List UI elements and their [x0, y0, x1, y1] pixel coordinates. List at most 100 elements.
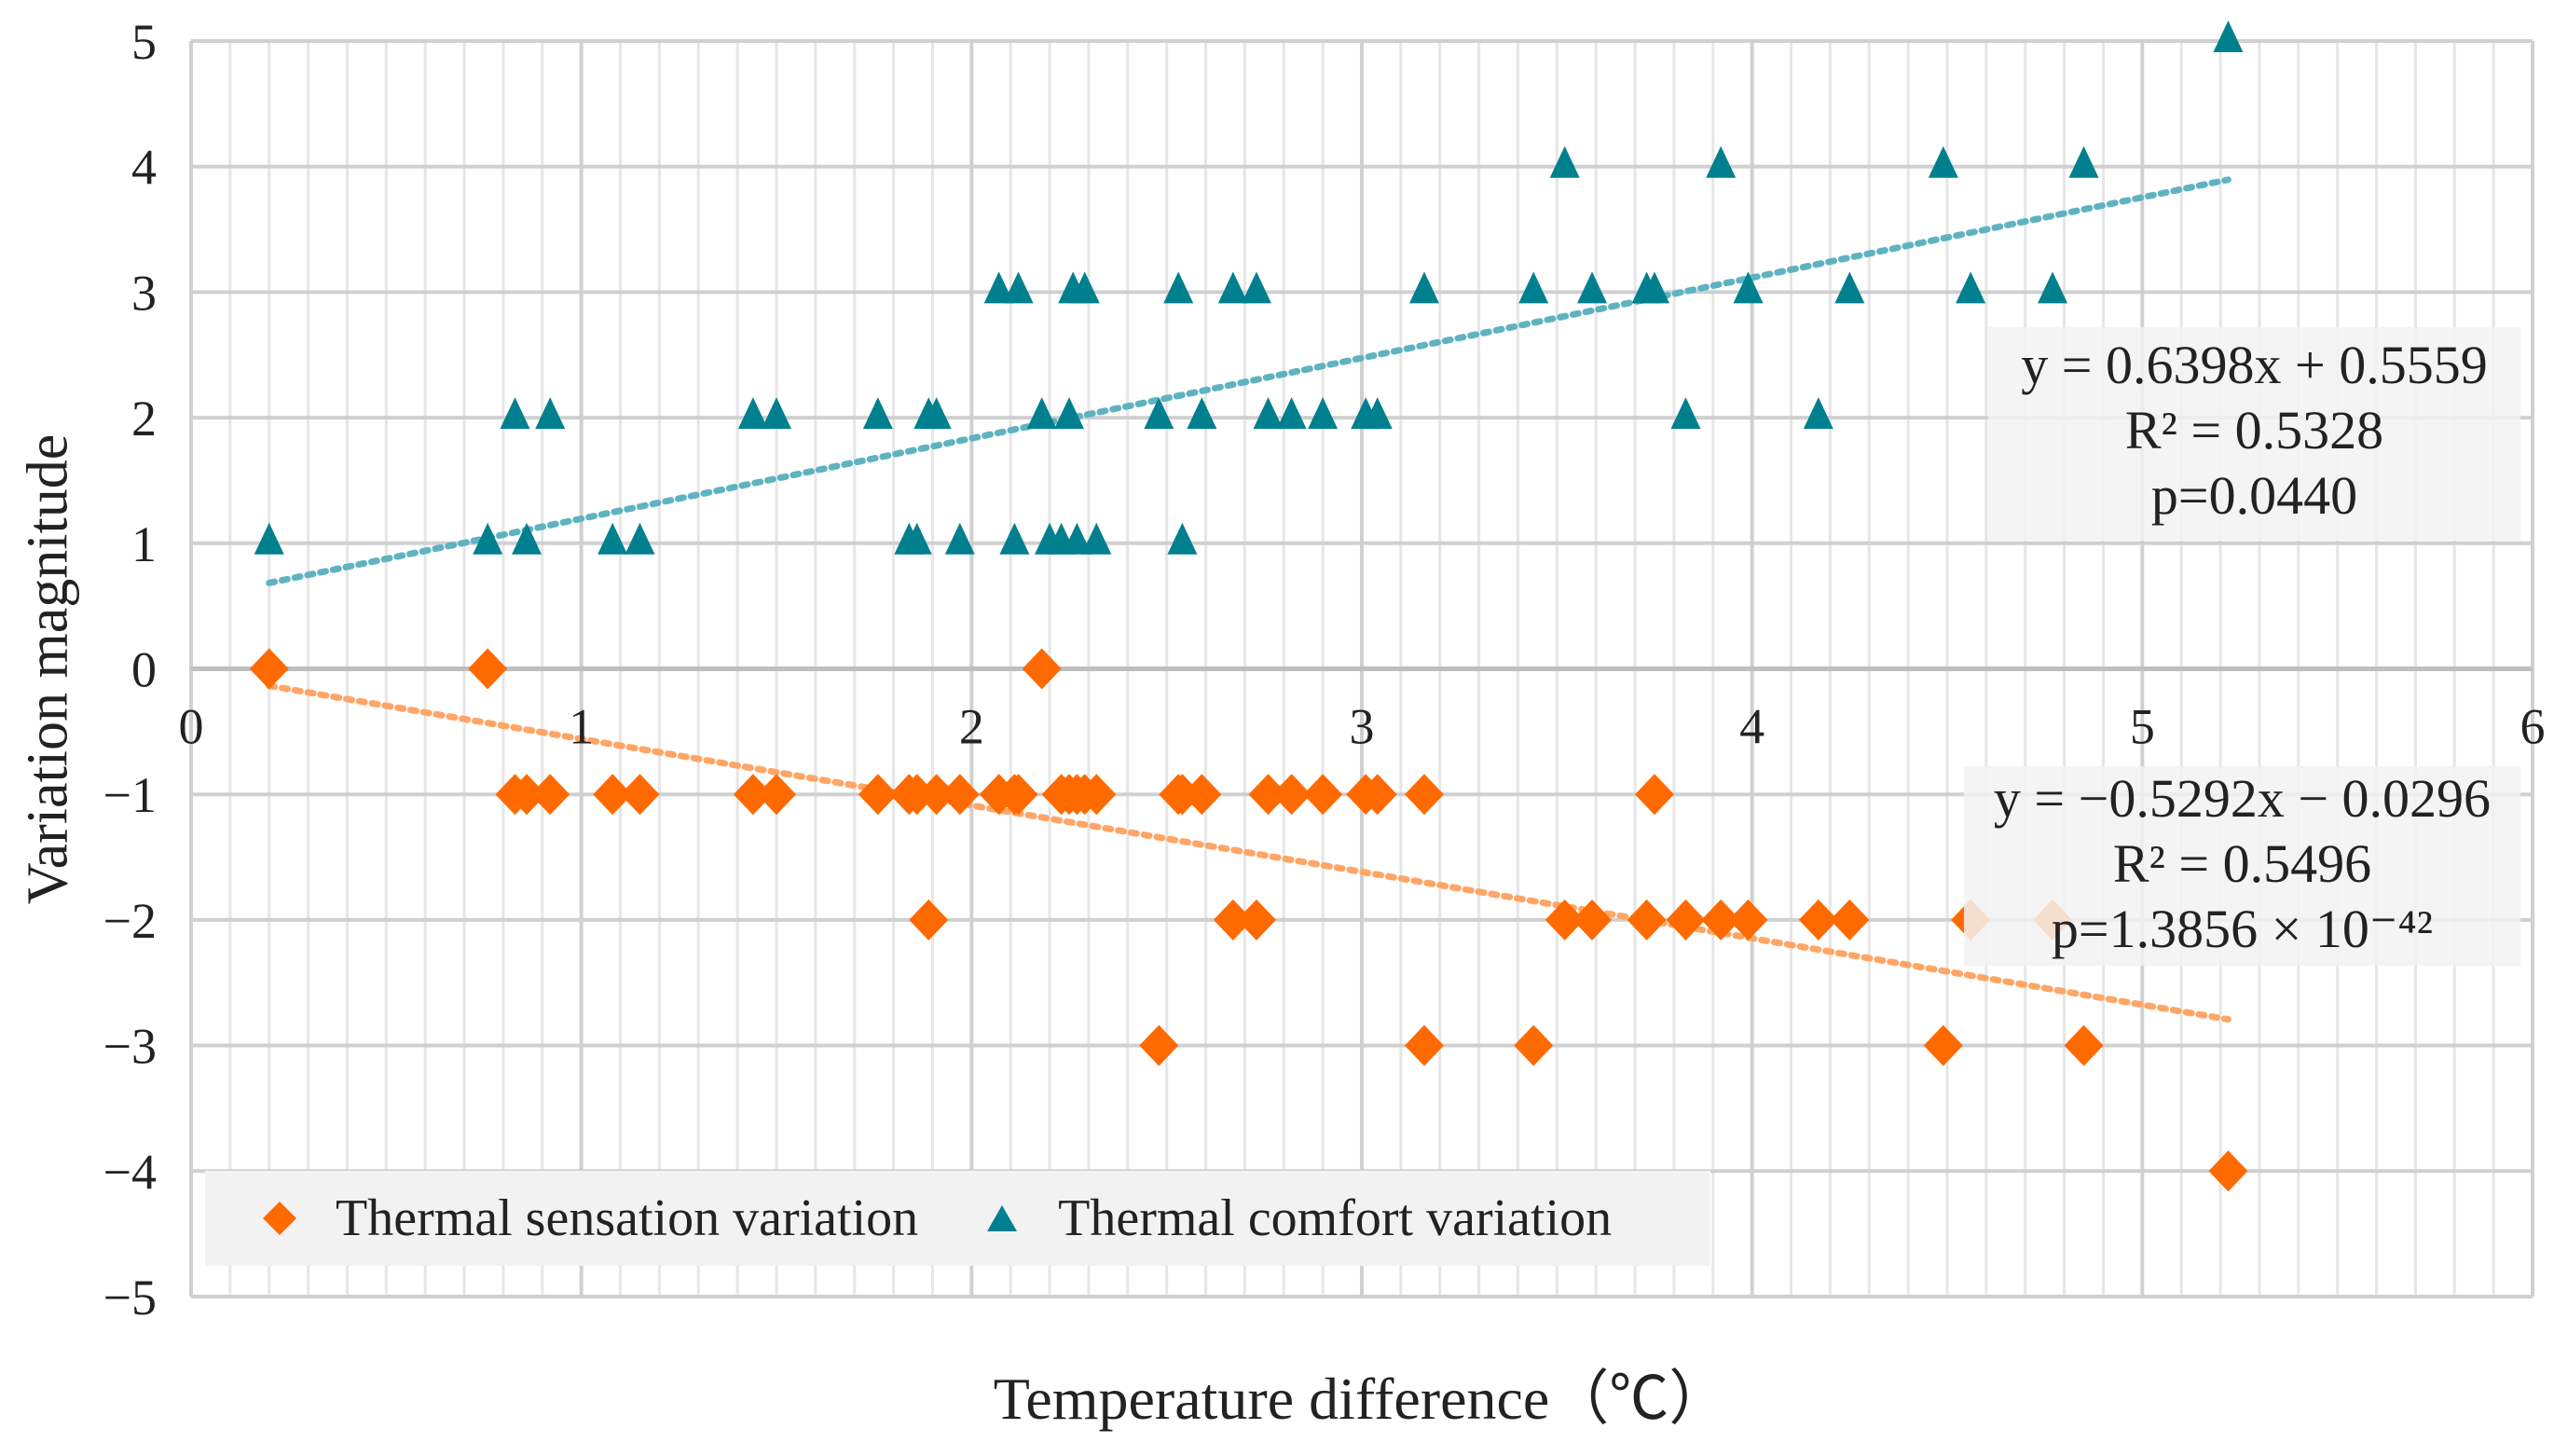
comfort-point	[1026, 397, 1057, 430]
tick-labels: 0 1 2 3 4 5 6 5 4 3 2 1 0 −1 −2 −3 −4 −5	[103, 14, 2546, 1326]
sensation-equation: y = −0.5292x − 0.0296	[1993, 768, 2492, 829]
sensation-point	[1572, 899, 1613, 941]
comfort-point	[1577, 271, 1608, 304]
comfort-annotation: y = 0.6398x + 0.5559 R² = 0.5328 p=0.044…	[1988, 327, 2520, 541]
comfort-point	[1003, 271, 1034, 304]
sensation-point	[620, 774, 660, 816]
y-tick-label: 4	[131, 140, 157, 196]
x-tick-label: 4	[1739, 699, 1764, 755]
comfort-point	[254, 522, 284, 555]
sensation-point	[1701, 899, 1741, 941]
sensation-point	[1139, 1024, 1179, 1066]
legend-item-sensation: Thermal sensation variation	[261, 1188, 918, 1248]
comfort-point	[1706, 145, 1737, 178]
comfort-point	[983, 271, 1014, 304]
comfort-r2: R² = 0.5328	[2124, 400, 2384, 460]
sensation-point	[1077, 774, 1117, 816]
y-tick-label: −4	[103, 1144, 157, 1200]
sensation-point	[1545, 899, 1585, 941]
sensation-point	[530, 774, 570, 816]
comfort-point	[1956, 271, 1986, 304]
sensation-point	[757, 774, 796, 816]
comfort-point	[1167, 522, 1198, 555]
sensation-point	[1404, 1024, 1444, 1066]
comfort-point	[1253, 397, 1284, 430]
comfort-equation: y = 0.6398x + 0.5559	[2021, 335, 2488, 395]
comfort-p: p=0.0440	[2150, 465, 2358, 526]
comfort-point	[1217, 271, 1248, 304]
legend-item-comfort: Thermal comfort variation	[983, 1188, 1612, 1248]
sensation-r2: R² = 0.5496	[2112, 833, 2372, 894]
comfort-point	[2068, 145, 2099, 178]
comfort-point	[500, 397, 530, 430]
x-tick-label: 6	[2520, 699, 2546, 755]
comfort-trendline	[266, 176, 2231, 586]
sensation-point	[909, 899, 949, 941]
triangle-marker-icon	[987, 1205, 1018, 1231]
sensation-point	[1236, 899, 1276, 941]
comfort-point	[1928, 145, 1958, 178]
sensation-point	[2208, 1150, 2248, 1192]
comfort-point	[1733, 271, 1764, 304]
sensation-point	[1514, 1024, 1554, 1066]
y-tick-label: 3	[131, 265, 157, 321]
sensation-point	[1404, 774, 1444, 816]
comfort-point	[862, 397, 893, 430]
sensation-point	[1248, 774, 1288, 816]
sensation-annotation: y = −0.5292x − 0.0296 R² = 0.5496 p=1.38…	[1964, 766, 2520, 966]
comfort-point	[473, 522, 503, 555]
comfort-point	[921, 397, 952, 430]
sensation-point	[733, 774, 773, 816]
y-tick-label: 2	[131, 391, 157, 446]
x-tick-label: 5	[2130, 699, 2155, 755]
y-tick-label: 1	[131, 516, 157, 572]
x-tick-label: 0	[179, 699, 204, 755]
comfort-point	[1834, 271, 1865, 304]
legend: Thermal sensation variation Thermal comf…	[205, 1171, 1710, 1266]
sensation-point	[916, 774, 956, 816]
x-axis-title: Temperature difference（℃）	[993, 1366, 1729, 1432]
sensation-point	[1830, 899, 1870, 941]
comfort-point	[901, 522, 932, 555]
comfort-point	[512, 522, 542, 555]
legend-label-comfort: Thermal comfort variation	[1058, 1189, 1613, 1247]
comfort-point	[1308, 397, 1339, 430]
comfort-point	[1187, 397, 1217, 430]
comfort-point	[1549, 145, 1580, 178]
sensation-point	[1923, 1024, 1963, 1066]
comfort-point	[535, 397, 566, 430]
comfort-point	[625, 522, 655, 555]
comfort-point	[1362, 397, 1393, 430]
comfort-point	[944, 522, 975, 555]
sensation-point	[858, 774, 898, 816]
legend-label-sensation: Thermal sensation variation	[336, 1189, 919, 1247]
y-tick-label: 0	[131, 642, 157, 698]
comfort-point	[999, 522, 1030, 555]
y-tick-label: −1	[103, 767, 157, 823]
sensation-p: p=1.3856 × 10⁻⁴²	[2051, 899, 2434, 959]
comfort-point	[1054, 397, 1084, 430]
comfort-point	[1408, 271, 1439, 304]
sensation-point	[1182, 774, 1222, 816]
diamond-marker-icon	[263, 1202, 296, 1235]
comfort-point	[597, 522, 628, 555]
comfort-point	[1144, 397, 1174, 430]
comfort-point	[1803, 397, 1833, 430]
sensation-point	[1357, 774, 1397, 816]
comfort-point	[2213, 21, 2244, 52]
comfort-point	[737, 397, 768, 430]
sensation-point	[1303, 774, 1343, 816]
comfort-point	[1276, 397, 1307, 430]
x-tick-label: 1	[569, 699, 594, 755]
sensation-point	[1728, 899, 1768, 941]
sensation-point	[249, 648, 289, 690]
sensation-point	[1666, 899, 1706, 941]
x-tick-label: 2	[959, 699, 984, 755]
grid	[189, 39, 2534, 1298]
y-tick-label: −5	[103, 1270, 157, 1326]
sensation-point	[1798, 899, 1838, 941]
trendlines	[266, 176, 2231, 1023]
sensation-point	[1271, 774, 1311, 816]
comfort-point	[1670, 397, 1701, 430]
sensation-point	[1213, 899, 1253, 941]
